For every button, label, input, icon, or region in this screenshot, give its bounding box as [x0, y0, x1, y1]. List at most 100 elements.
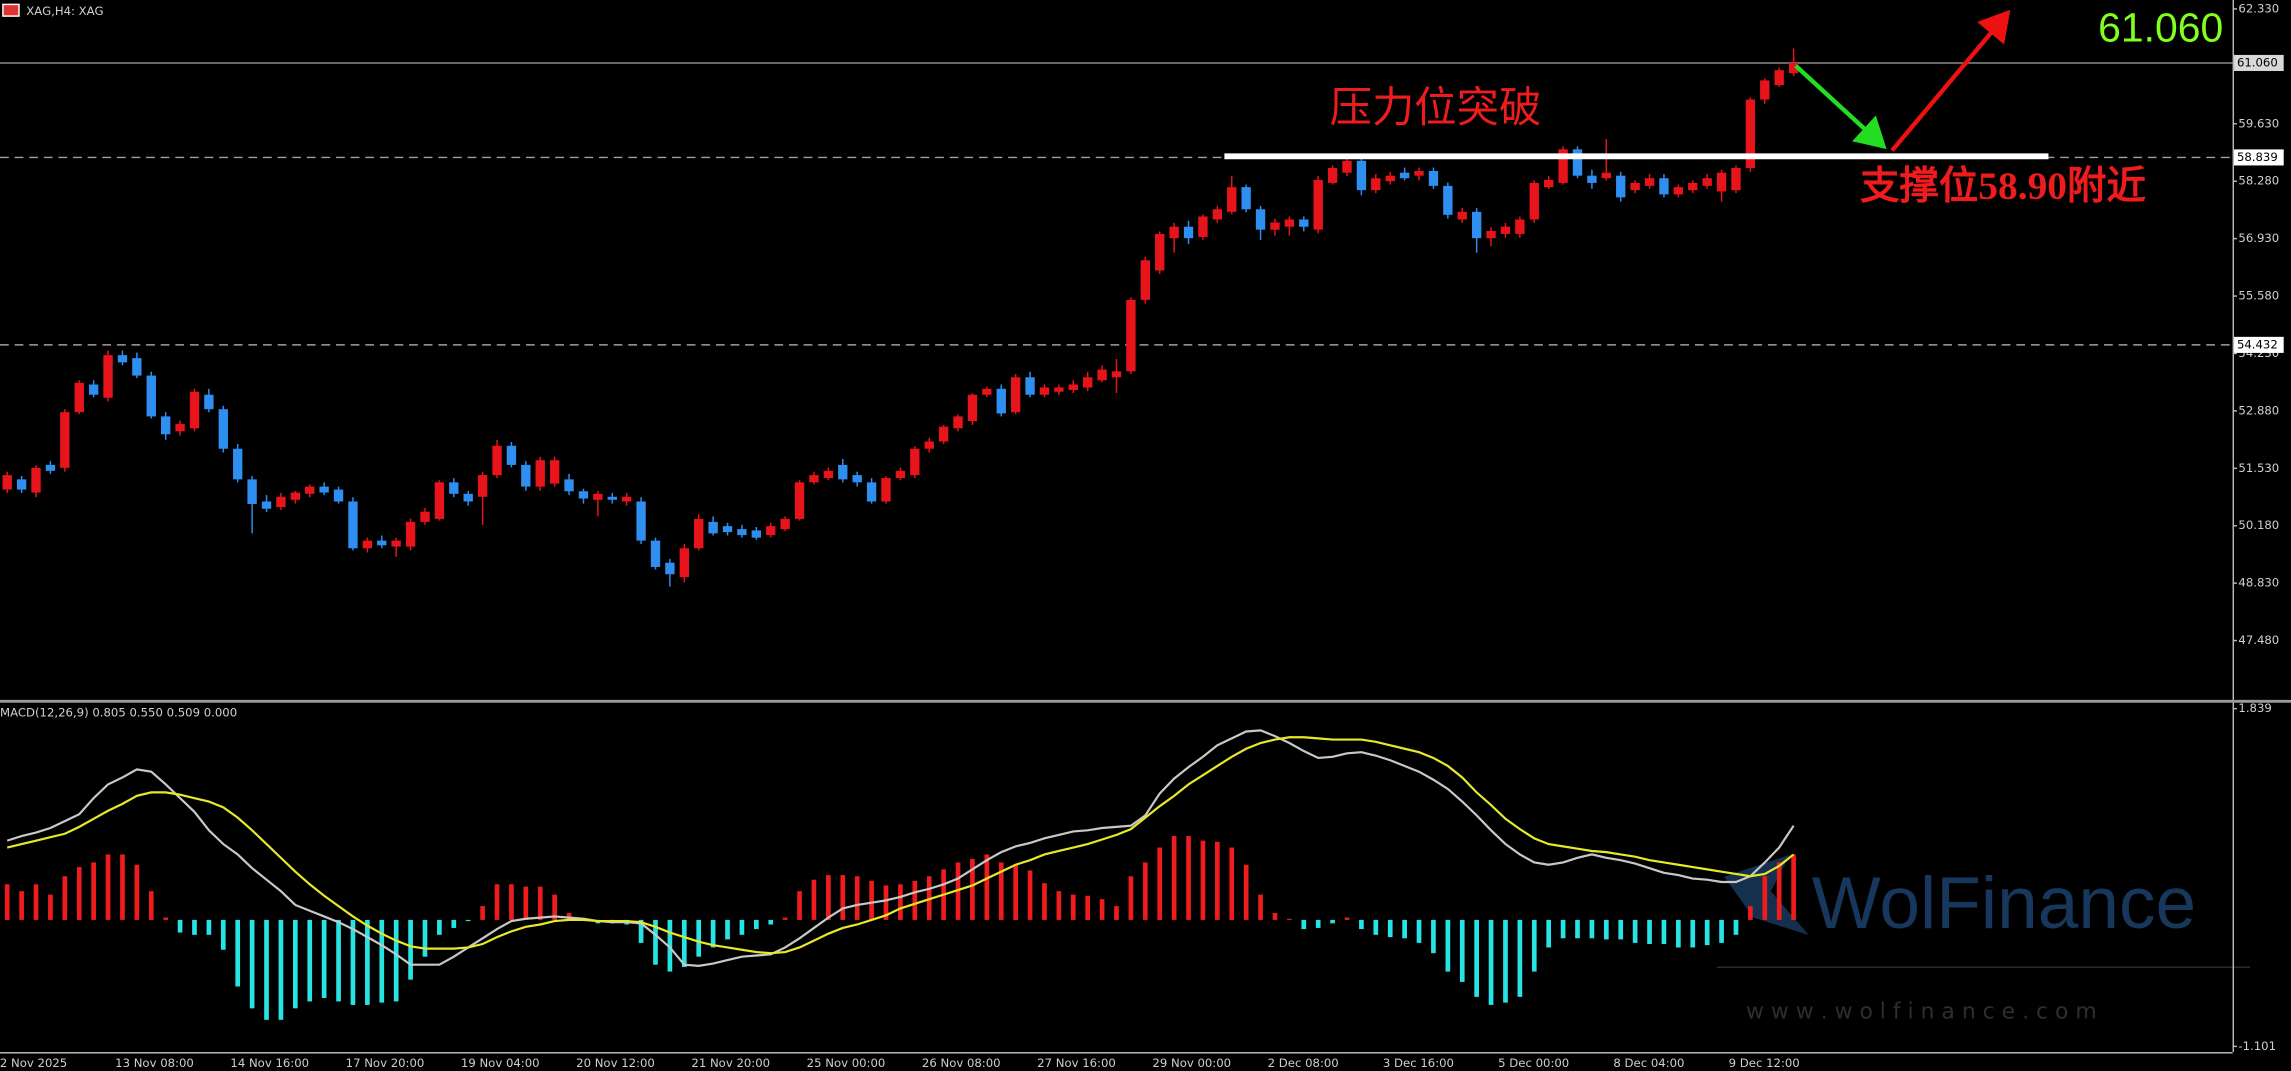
histogram-bar — [1272, 913, 1278, 920]
histogram-bar — [753, 919, 759, 930]
histogram-bar — [1603, 919, 1609, 940]
y-tick-label: 50.180 — [2238, 518, 2279, 532]
histogram-bar — [1575, 919, 1580, 939]
histogram-bar — [1258, 894, 1263, 920]
price-callout: 61.060 — [2098, 5, 2223, 51]
candle-body — [910, 448, 920, 476]
histogram-bar — [638, 919, 644, 943]
histogram-bar — [264, 919, 269, 1020]
candle-body — [319, 486, 329, 493]
y-tick-label: 51.530 — [2238, 461, 2279, 475]
support-note: 支撑位58.90附近 — [1860, 164, 2146, 208]
candle-body — [391, 540, 401, 547]
histogram-bar — [1186, 836, 1191, 920]
candle-body — [305, 486, 315, 494]
histogram-bar — [91, 862, 96, 920]
x-tick-label: 8 Dec 04:00 — [1613, 1056, 1684, 1070]
candle-body — [362, 540, 373, 549]
candle-body — [1342, 160, 1352, 173]
candle-body — [564, 479, 574, 492]
candle-body — [1587, 175, 1597, 183]
candle-body — [1385, 175, 1395, 182]
histogram-bar — [1042, 883, 1047, 920]
histogram-bar — [1315, 919, 1321, 928]
candle-body — [1471, 211, 1482, 239]
watermark: WolFinance w w w . w o l f i n a n c e .… — [1716, 854, 2251, 1025]
price-box-label: 58.839 — [2237, 150, 2278, 164]
candle-body — [751, 530, 762, 538]
candle-body — [74, 382, 84, 413]
candle-body — [1039, 387, 1050, 395]
histogram-bar — [811, 879, 817, 920]
candle-body — [895, 470, 906, 479]
candle-body — [1529, 182, 1539, 220]
histogram-bar — [1719, 919, 1724, 943]
histogram-bar — [1243, 864, 1249, 920]
histogram-bar — [19, 891, 24, 920]
histogram-bar — [465, 919, 471, 922]
candle-body — [492, 445, 502, 476]
histogram-bar — [4, 884, 10, 920]
histogram-bar — [826, 875, 831, 920]
histogram-bar — [292, 919, 298, 1009]
histogram-bar — [1531, 919, 1537, 972]
histogram-bar — [177, 919, 183, 933]
candle-body — [1659, 178, 1669, 195]
candle-body — [1457, 211, 1467, 220]
histogram-bar — [278, 919, 284, 1020]
histogram-bar — [1748, 906, 1753, 920]
histogram-bar — [1618, 919, 1624, 940]
candle-body — [809, 475, 819, 483]
histogram-bar — [1661, 919, 1667, 945]
candle-body — [333, 489, 344, 502]
candle-body — [622, 496, 632, 502]
chart-title: XAG,H4: XAG — [26, 4, 103, 18]
candle-body — [1558, 149, 1568, 183]
histogram-bar — [1114, 906, 1119, 920]
candle-body — [1241, 187, 1251, 210]
x-tick-label: 2 Nov 2025 — [0, 1056, 67, 1070]
y-tick-label: 59.630 — [2238, 116, 2279, 130]
candle-body — [694, 518, 704, 549]
candle-body — [967, 394, 978, 422]
histogram-bar — [1733, 919, 1739, 935]
candle-body — [1572, 149, 1583, 176]
x-tick-label: 2 Dec 08:00 — [1268, 1056, 1339, 1070]
candle-body — [1212, 209, 1223, 220]
candle-body — [1486, 230, 1496, 239]
candle-body — [996, 388, 1006, 414]
histogram-bar — [1416, 919, 1422, 943]
candle-body — [2, 475, 12, 490]
y-tick-label: 1.839 — [2238, 701, 2271, 715]
histogram-bar — [192, 919, 197, 935]
price-box — [2234, 336, 2284, 353]
candle-body — [1673, 187, 1684, 195]
candle-body — [218, 409, 228, 449]
histogram-bar — [1359, 919, 1364, 930]
candle-body — [31, 467, 41, 493]
y-tick-label: 48.830 — [2238, 576, 2279, 590]
candle-body — [982, 388, 992, 395]
candle-body — [1327, 168, 1338, 183]
x-tick-label: 14 Nov 16:00 — [230, 1056, 309, 1070]
candle-body — [1716, 172, 1727, 192]
candle-body — [766, 526, 776, 536]
candle-body — [1644, 178, 1655, 186]
candle-body — [1616, 175, 1626, 198]
candle-body — [233, 448, 243, 480]
x-tick-label: 27 Nov 16:00 — [1037, 1056, 1116, 1070]
candle-body — [1414, 170, 1424, 176]
x-tick-label: 19 Nov 04:00 — [461, 1056, 540, 1070]
x-tick-label: 21 Nov 20:00 — [691, 1056, 770, 1070]
candle-body — [593, 493, 603, 500]
candle-body — [866, 482, 877, 502]
x-tick-label: 29 Nov 00:00 — [1152, 1056, 1231, 1070]
histogram-bar — [1287, 918, 1292, 920]
histogram-bar — [422, 919, 428, 957]
candle-body — [1198, 216, 1208, 237]
candle-body — [1299, 219, 1309, 227]
price-box — [2234, 54, 2284, 71]
histogram-bar — [1690, 919, 1696, 948]
candle-body — [1515, 219, 1525, 234]
histogram-bar — [1647, 919, 1652, 945]
